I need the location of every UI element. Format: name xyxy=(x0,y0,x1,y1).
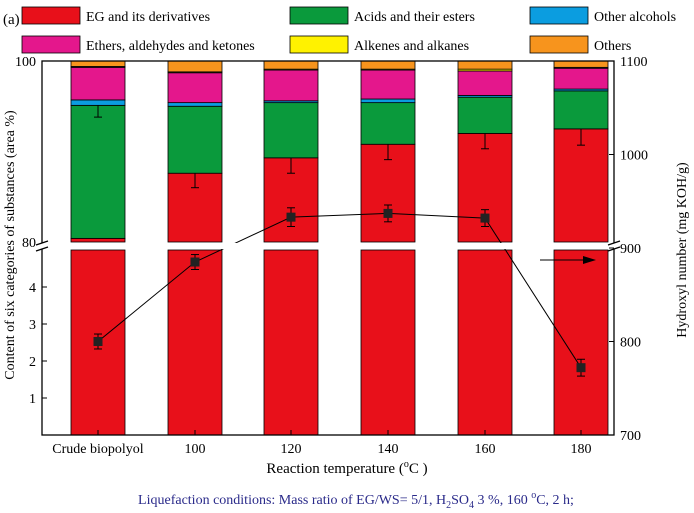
legend-label: Acids and their esters xyxy=(354,10,475,25)
y-tick-label-left: 100 xyxy=(15,55,36,70)
bar-segment xyxy=(167,72,223,104)
bar-segment xyxy=(457,60,513,70)
bar-segment xyxy=(263,102,319,159)
legend-swatch xyxy=(21,6,81,25)
x-tick-label: Crude biopolyol xyxy=(52,442,143,457)
bar-segment-lower xyxy=(553,249,609,436)
bar-segment xyxy=(167,102,223,107)
bar-segment xyxy=(70,60,126,67)
right-axis-arrowhead xyxy=(583,256,596,264)
bar-segment xyxy=(553,128,609,243)
bar-segment xyxy=(360,143,416,243)
y-tick-label-right: 800 xyxy=(620,336,641,351)
bar-segment xyxy=(70,99,126,106)
hydroxyl-point xyxy=(576,363,586,373)
x-tick-label: 120 xyxy=(281,442,302,457)
y-axis-label-left: Content of six categories of substances … xyxy=(3,110,18,380)
legend-swatch xyxy=(529,6,589,25)
x-tick-label: 140 xyxy=(378,442,399,457)
y-tick-label-right: 1100 xyxy=(620,55,647,70)
panel-label: (a) xyxy=(3,12,20,28)
bar-segment xyxy=(553,67,609,90)
y-tick-label-left: 80 xyxy=(22,236,36,251)
axes: Crude biopolyol 100 120 140 160 180 1 2 3 4 80 100 7… xyxy=(15,55,648,457)
bar-segment xyxy=(263,60,319,70)
bar-segment xyxy=(70,104,126,239)
hydroxyl-point xyxy=(93,337,103,346)
y-tick-label-right: 700 xyxy=(620,429,641,444)
y-tick-label-left: 4 xyxy=(29,281,36,296)
bar-segment-lower xyxy=(457,249,513,436)
hydroxyl-point xyxy=(480,213,490,223)
bar-segment xyxy=(360,69,416,100)
legend-swatch xyxy=(529,35,589,54)
footnote: Liquefaction conditions: Mass ratio of E… xyxy=(138,490,574,511)
bar-segment xyxy=(360,102,416,145)
bar-segment xyxy=(360,98,416,104)
legend-label: Ethers, aldehydes and ketones xyxy=(86,39,255,54)
legend: EG and its derivatives Acids and their es… xyxy=(21,6,676,54)
legend-label: Other alcohols xyxy=(594,10,676,25)
x-axis-label: Reaction temperature (oC ) xyxy=(266,459,427,477)
bar-segment xyxy=(70,66,126,101)
y-tick-label-right: 1000 xyxy=(620,149,648,164)
x-tick-label: 100 xyxy=(185,442,206,457)
legend-label: Others xyxy=(594,39,631,54)
bar-segment-lower xyxy=(360,249,416,436)
bar-segment xyxy=(457,96,513,134)
legend-swatch xyxy=(289,6,349,25)
axis-break-mark xyxy=(607,246,621,252)
axis-break-mark xyxy=(35,246,49,252)
bar-segment xyxy=(553,60,609,68)
axis-break-mark xyxy=(607,240,621,246)
legend-label: EG and its derivatives xyxy=(86,10,210,25)
legend-label: Alkenes and alkanes xyxy=(354,39,469,54)
y-tick-label-right: 900 xyxy=(620,242,641,257)
legend-swatch xyxy=(289,35,349,54)
bar-segment-lower xyxy=(167,249,223,436)
plot-area xyxy=(70,60,609,436)
bar-segment-lower xyxy=(263,249,319,436)
hydroxyl-point xyxy=(383,208,393,218)
bar-segment xyxy=(360,60,416,70)
bar-segment xyxy=(70,237,126,243)
axis-break-gap xyxy=(36,243,620,249)
y-tick-label-left: 3 xyxy=(29,318,36,333)
hydroxyl-point xyxy=(286,212,296,222)
bar-segment xyxy=(553,90,609,130)
bar-segment xyxy=(167,60,223,73)
axis-break-mark xyxy=(35,240,49,246)
hydroxyl-point xyxy=(190,257,200,267)
bar-segment xyxy=(263,69,319,102)
x-tick-label: 180 xyxy=(571,442,592,457)
bar-segment xyxy=(167,105,223,174)
y-axis-label-right: Hydroxyl number (mg KOH/g) xyxy=(675,162,690,338)
legend-swatch xyxy=(21,35,81,54)
y-tick-label-left: 2 xyxy=(29,355,36,370)
bar-segment xyxy=(457,70,513,96)
x-tick-label: 160 xyxy=(475,442,496,457)
y-tick-label-left: 1 xyxy=(29,392,36,407)
